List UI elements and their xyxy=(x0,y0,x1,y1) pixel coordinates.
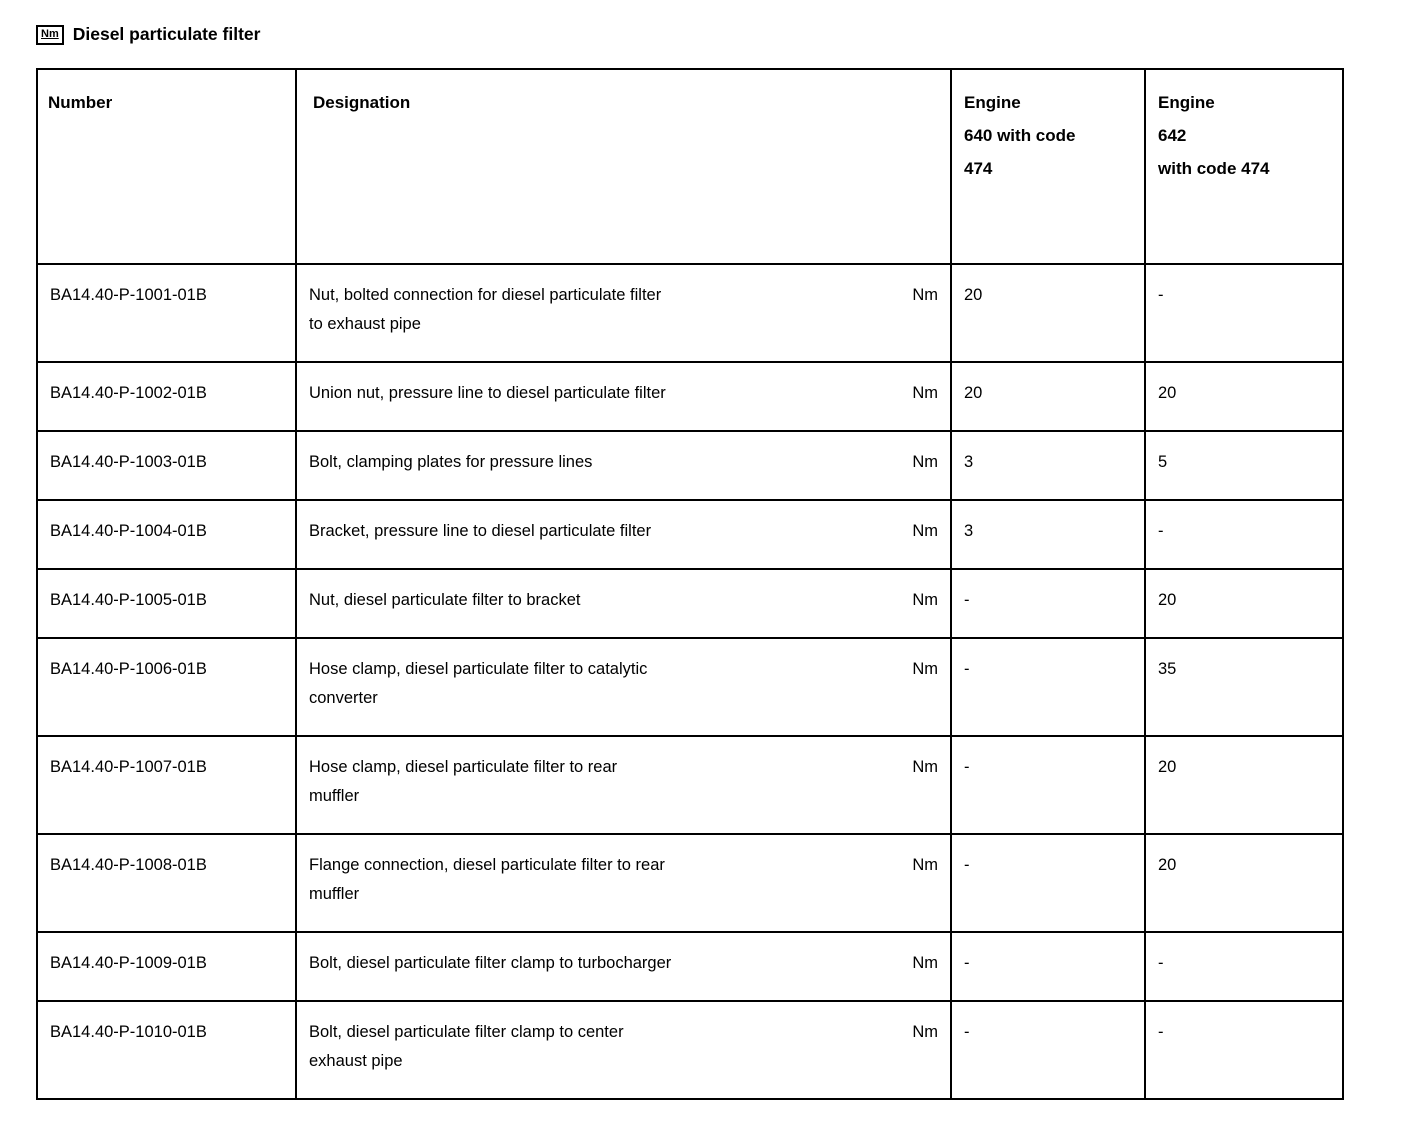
designation-text: Nut, diesel particulate filter to bracke… xyxy=(309,591,581,609)
designation-cell: Bolt, diesel particulate filter clamp to… xyxy=(295,931,952,1002)
engine-640-value: - xyxy=(950,1000,1146,1100)
engine-640-value: 20 xyxy=(950,263,1146,363)
header-engine-640: Engine 640 with code 474 xyxy=(950,68,1146,265)
section-heading: Nm Diesel particulate filter xyxy=(36,24,260,45)
table-row: BA14.40-P-1008-01B Flange connection, di… xyxy=(36,833,1344,933)
header-engine-642: Engine 642 with code 474 xyxy=(1144,68,1344,265)
table-row: BA14.40-P-1001-01B Nut, bolted connectio… xyxy=(36,263,1344,363)
header-designation: Designation xyxy=(295,68,952,265)
number-cell: BA14.40-P-1006-01B xyxy=(36,637,297,737)
designation-text: Hose clamp, diesel particulate filter to… xyxy=(309,758,618,805)
engine-640-value: 20 xyxy=(950,361,1146,432)
designation-cell: Flange connection, diesel particulate fi… xyxy=(295,833,952,933)
designation-text: Nut, bolted connection for diesel partic… xyxy=(309,286,662,333)
engine-642-value: - xyxy=(1144,499,1344,570)
table-row: BA14.40-P-1006-01B Hose clamp, diesel pa… xyxy=(36,637,1344,737)
number-cell: BA14.40-P-1002-01B xyxy=(36,361,297,432)
unit-label: Nm xyxy=(912,1023,938,1041)
table-row: BA14.40-P-1004-01B Bracket, pressure lin… xyxy=(36,499,1344,570)
page-title: Diesel particulate filter xyxy=(72,24,261,44)
designation-text: Bolt, diesel particulate filter clamp to… xyxy=(309,954,672,972)
designation-cell: Nut, diesel particulate filter to bracke… xyxy=(295,568,952,639)
unit-label: Nm xyxy=(912,286,938,304)
table-row: BA14.40-P-1009-01B Bolt, diesel particul… xyxy=(36,931,1344,1002)
engine-640-value: - xyxy=(950,735,1146,835)
engine-642-value: - xyxy=(1144,263,1344,363)
engine-642-value: - xyxy=(1144,1000,1344,1100)
table-row: BA14.40-P-1007-01B Hose clamp, diesel pa… xyxy=(36,735,1344,835)
unit-label: Nm xyxy=(912,758,938,776)
number-cell: BA14.40-P-1008-01B xyxy=(36,833,297,933)
designation-text: Bolt, diesel particulate filter clamp to… xyxy=(309,1023,624,1070)
designation-cell: Hose clamp, diesel particulate filter to… xyxy=(295,637,952,737)
designation-cell: Nut, bolted connection for diesel partic… xyxy=(295,263,952,363)
engine-640-value: 3 xyxy=(950,499,1146,570)
engine-642-value: 20 xyxy=(1144,568,1344,639)
unit-label: Nm xyxy=(912,591,938,609)
torque-spec-table: Number Designation Engine 640 with code … xyxy=(36,68,1344,1100)
unit-label: Nm xyxy=(912,522,938,540)
engine-642-value: 5 xyxy=(1144,430,1344,501)
engine-642-value: 20 xyxy=(1144,833,1344,933)
engine-642-value: 20 xyxy=(1144,361,1344,432)
number-cell: BA14.40-P-1001-01B xyxy=(36,263,297,363)
engine-642-value: 35 xyxy=(1144,637,1344,737)
designation-cell: Bolt, diesel particulate filter clamp to… xyxy=(295,1000,952,1100)
table-header-row: Number Designation Engine 640 with code … xyxy=(36,68,1344,265)
engine-640-value: - xyxy=(950,931,1146,1002)
table-row: BA14.40-P-1003-01B Bolt, clamping plates… xyxy=(36,430,1344,501)
number-cell: BA14.40-P-1009-01B xyxy=(36,931,297,1002)
unit-label: Nm xyxy=(912,453,938,471)
unit-label: Nm xyxy=(912,954,938,972)
designation-text: Flange connection, diesel particulate fi… xyxy=(309,856,665,903)
designation-text: Hose clamp, diesel particulate filter to… xyxy=(309,660,648,707)
number-cell: BA14.40-P-1003-01B xyxy=(36,430,297,501)
designation-text: Bracket, pressure line to diesel particu… xyxy=(309,522,652,540)
engine-640-value: - xyxy=(950,637,1146,737)
designation-cell: Union nut, pressure line to diesel parti… xyxy=(295,361,952,432)
unit-label: Nm xyxy=(912,660,938,678)
table-row: BA14.40-P-1010-01B Bolt, diesel particul… xyxy=(36,1000,1344,1100)
header-number: Number xyxy=(36,68,297,265)
table-row: BA14.40-P-1005-01B Nut, diesel particula… xyxy=(36,568,1344,639)
table-row: BA14.40-P-1002-01B Union nut, pressure l… xyxy=(36,361,1344,432)
designation-text: Union nut, pressure line to diesel parti… xyxy=(309,384,666,402)
engine-640-value: 3 xyxy=(950,430,1146,501)
engine-640-value: - xyxy=(950,833,1146,933)
number-cell: BA14.40-P-1005-01B xyxy=(36,568,297,639)
unit-label: Nm xyxy=(912,384,938,402)
engine-640-value: - xyxy=(950,568,1146,639)
nm-unit-badge-icon: Nm xyxy=(36,24,64,45)
unit-label: Nm xyxy=(912,856,938,874)
designation-cell: Hose clamp, diesel particulate filter to… xyxy=(295,735,952,835)
number-cell: BA14.40-P-1007-01B xyxy=(36,735,297,835)
number-cell: BA14.40-P-1010-01B xyxy=(36,1000,297,1100)
designation-cell: Bracket, pressure line to diesel particu… xyxy=(295,499,952,570)
engine-642-value: - xyxy=(1144,931,1344,1002)
engine-642-value: 20 xyxy=(1144,735,1344,835)
designation-text: Bolt, clamping plates for pressure lines xyxy=(309,453,593,471)
number-cell: BA14.40-P-1004-01B xyxy=(36,499,297,570)
designation-cell: Bolt, clamping plates for pressure lines… xyxy=(295,430,952,501)
